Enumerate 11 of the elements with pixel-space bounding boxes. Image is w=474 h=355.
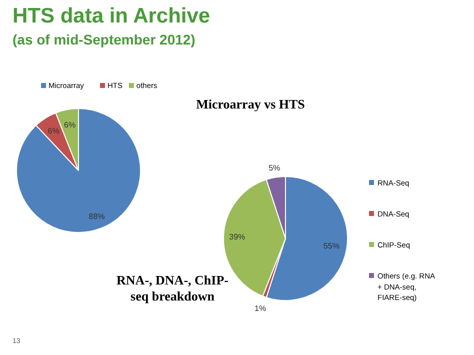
- data-label: 39%: [229, 232, 246, 242]
- text: Microarray vs HTS: [196, 96, 305, 112]
- text: HTS data in Archive: [12, 4, 210, 28]
- text: RNA-, DNA-, ChIP-seq breakdown: [116, 272, 228, 304]
- data-label: 1%: [254, 304, 266, 313]
- data-label: 88%: [88, 212, 105, 222]
- data-label: 55%: [323, 241, 340, 250]
- data-label: 5%: [268, 164, 280, 173]
- text: (as of mid-September 2012): [12, 32, 196, 48]
- data-label: 6%: [48, 126, 60, 136]
- data-label: 6%: [64, 120, 76, 130]
